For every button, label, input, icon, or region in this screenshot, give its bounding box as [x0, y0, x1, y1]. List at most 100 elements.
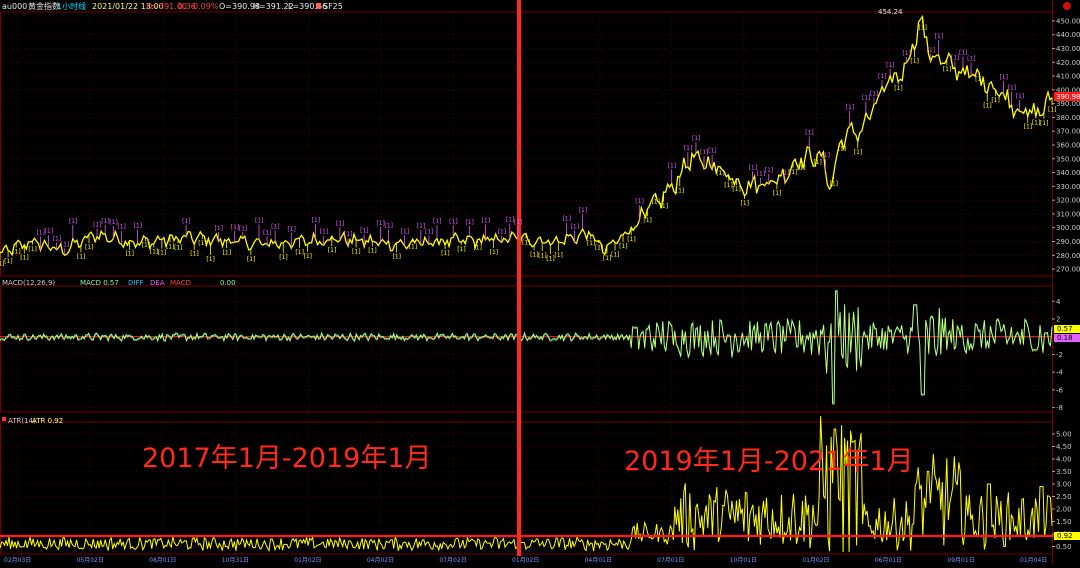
y-tick-label: 4	[1056, 298, 1061, 306]
y-tick-label: 310.00	[1056, 210, 1080, 218]
low-label: L=390.66	[288, 2, 327, 11]
symbol-label: au000	[2, 2, 27, 11]
wave-bottom-marker: [1]	[716, 170, 725, 177]
wave-bottom-marker: [1]	[740, 200, 749, 207]
wave-top-marker: [1]	[109, 219, 118, 226]
x-tick-label: 07月02日	[439, 557, 466, 564]
indicator-label[interactable]: SF25	[323, 2, 343, 11]
wave-top-marker: [1]	[376, 220, 385, 227]
wave-bottom-marker: [1]	[12, 248, 21, 255]
series-layer	[0, 0, 1080, 556]
y-tick-label: 360.00	[1056, 142, 1080, 150]
x-tick-label: 09月01日	[947, 557, 974, 564]
wave-top-marker: [1]	[999, 74, 1008, 81]
wave-top-marker: [1]	[239, 225, 248, 232]
datetime-label: 2021/01/22 13:00	[92, 2, 164, 11]
x-tick-label: 05月02日	[77, 557, 104, 564]
y-tick-label: 390.00	[1056, 100, 1080, 108]
wave-top-marker: [1]	[93, 221, 102, 228]
wave-bottom-marker: [1]	[554, 252, 563, 259]
wave-bottom-marker: [1]	[676, 187, 685, 194]
wave-top-marker: [1]	[134, 223, 143, 230]
wave-top-marker: [1]	[1016, 93, 1025, 100]
atr-header-value: ATR 0.92	[32, 417, 63, 425]
wave-bottom-marker: [1]	[643, 217, 652, 224]
wave-top-marker: [1]	[465, 219, 474, 226]
wave-bottom-marker: [1]	[651, 198, 660, 205]
panel-frame	[0, 421, 1053, 555]
wave-top-marker: [1]	[45, 228, 54, 235]
y-tick-label: 0.50	[1056, 543, 1072, 551]
wave-top-marker: [1]	[805, 129, 814, 136]
wave-bottom-marker: [1]	[773, 190, 782, 197]
x-tick-label: 10月31日	[222, 557, 249, 564]
atr-line	[0, 416, 1053, 553]
wave-bottom-marker: [1]	[603, 255, 612, 262]
wave-top-marker: [1]	[231, 224, 240, 231]
change-pct-label: 0.09%	[193, 2, 219, 11]
x-tick-label: 01月04日	[1020, 557, 1047, 564]
y-tick-label: 3.00	[1056, 481, 1072, 489]
wave-bottom-marker: [1]	[611, 252, 620, 259]
window-close-icon[interactable]	[1063, 2, 1071, 10]
wave-top-marker: [1]	[927, 47, 936, 54]
wave-bottom-marker: [1]	[595, 244, 604, 251]
y-tick-label: 4.50	[1056, 443, 1072, 451]
y-tick-label: 330.00	[1056, 183, 1080, 191]
y-tick-label: 2	[1056, 316, 1060, 324]
wave-top-marker: [1]	[182, 218, 191, 225]
macd-header-item: DEA	[150, 279, 165, 287]
wave-bottom-marker: [1]	[20, 255, 29, 262]
wave-bottom-marker: [1]	[797, 165, 806, 172]
wave-bottom-marker: [1]	[1032, 120, 1041, 127]
panel-frame	[0, 285, 1053, 413]
wave-top-marker: [1]	[846, 104, 855, 111]
wave-top-marker: [1]	[214, 225, 223, 232]
x-tick-label: 08月01日	[149, 557, 176, 564]
wave-bottom-marker: [1]	[530, 251, 539, 258]
wave-bottom-marker: [1]	[247, 256, 256, 263]
wave-bottom-marker: [1]	[295, 249, 304, 256]
x-tick-label: 10月01日	[730, 557, 757, 564]
wave-top-marker: [1]	[902, 50, 911, 57]
wave-bottom-marker: [1]	[838, 146, 847, 153]
x-tick-label: 04月01日	[585, 557, 612, 564]
y-tick-label: -2	[1056, 351, 1063, 359]
x-tick-label: 04月02日	[367, 557, 394, 564]
wave-top-marker: [1]	[69, 218, 78, 225]
price-tag-text: 390.98	[1056, 93, 1080, 101]
wave-bottom-marker: [1]	[304, 253, 313, 260]
y-tick-label: 380.00	[1056, 114, 1080, 122]
wave-bottom-marker: [1]	[991, 97, 1000, 104]
macd-header-item: MACD	[170, 279, 191, 287]
wave-bottom-marker: [1]	[660, 203, 669, 210]
peak-price-label: 454.24	[878, 8, 903, 16]
wave-top-marker: [1]	[498, 228, 507, 235]
y-tick-label: 400.00	[1056, 86, 1080, 94]
wave-top-marker: [1]	[425, 229, 434, 236]
wave-top-marker: [1]	[684, 145, 693, 152]
wave-top-marker: [1]	[344, 231, 353, 238]
x-tick-label: 01月02日	[294, 557, 321, 564]
wave-bottom-marker: [1]	[0, 260, 5, 267]
y-tick-label: -4	[1056, 369, 1064, 377]
wave-bottom-marker: [1]	[732, 186, 741, 193]
wave-bottom-marker: [1]	[174, 244, 183, 251]
wave-bottom-marker: [1]	[473, 244, 482, 251]
wave-top-marker: [1]	[967, 56, 976, 63]
wave-bottom-marker: [1]	[789, 169, 798, 176]
wave-top-marker: [1]	[668, 163, 677, 170]
wave-bottom-marker: [1]	[85, 244, 94, 251]
atr-swatch	[2, 417, 6, 421]
wave-bottom-marker: [1]	[190, 251, 199, 258]
wave-bottom-marker: [1]	[546, 255, 555, 262]
wave-bottom-marker: [1]	[77, 253, 86, 260]
wave-bottom-marker: [1]	[943, 66, 952, 73]
wave-bottom-marker: [1]	[813, 159, 822, 166]
period-label[interactable]: 1小时线	[57, 1, 86, 11]
wave-bottom-marker: [1]	[223, 249, 232, 256]
wave-top-marker: [1]	[886, 62, 895, 69]
y-tick-label: 300.00	[1056, 224, 1080, 232]
